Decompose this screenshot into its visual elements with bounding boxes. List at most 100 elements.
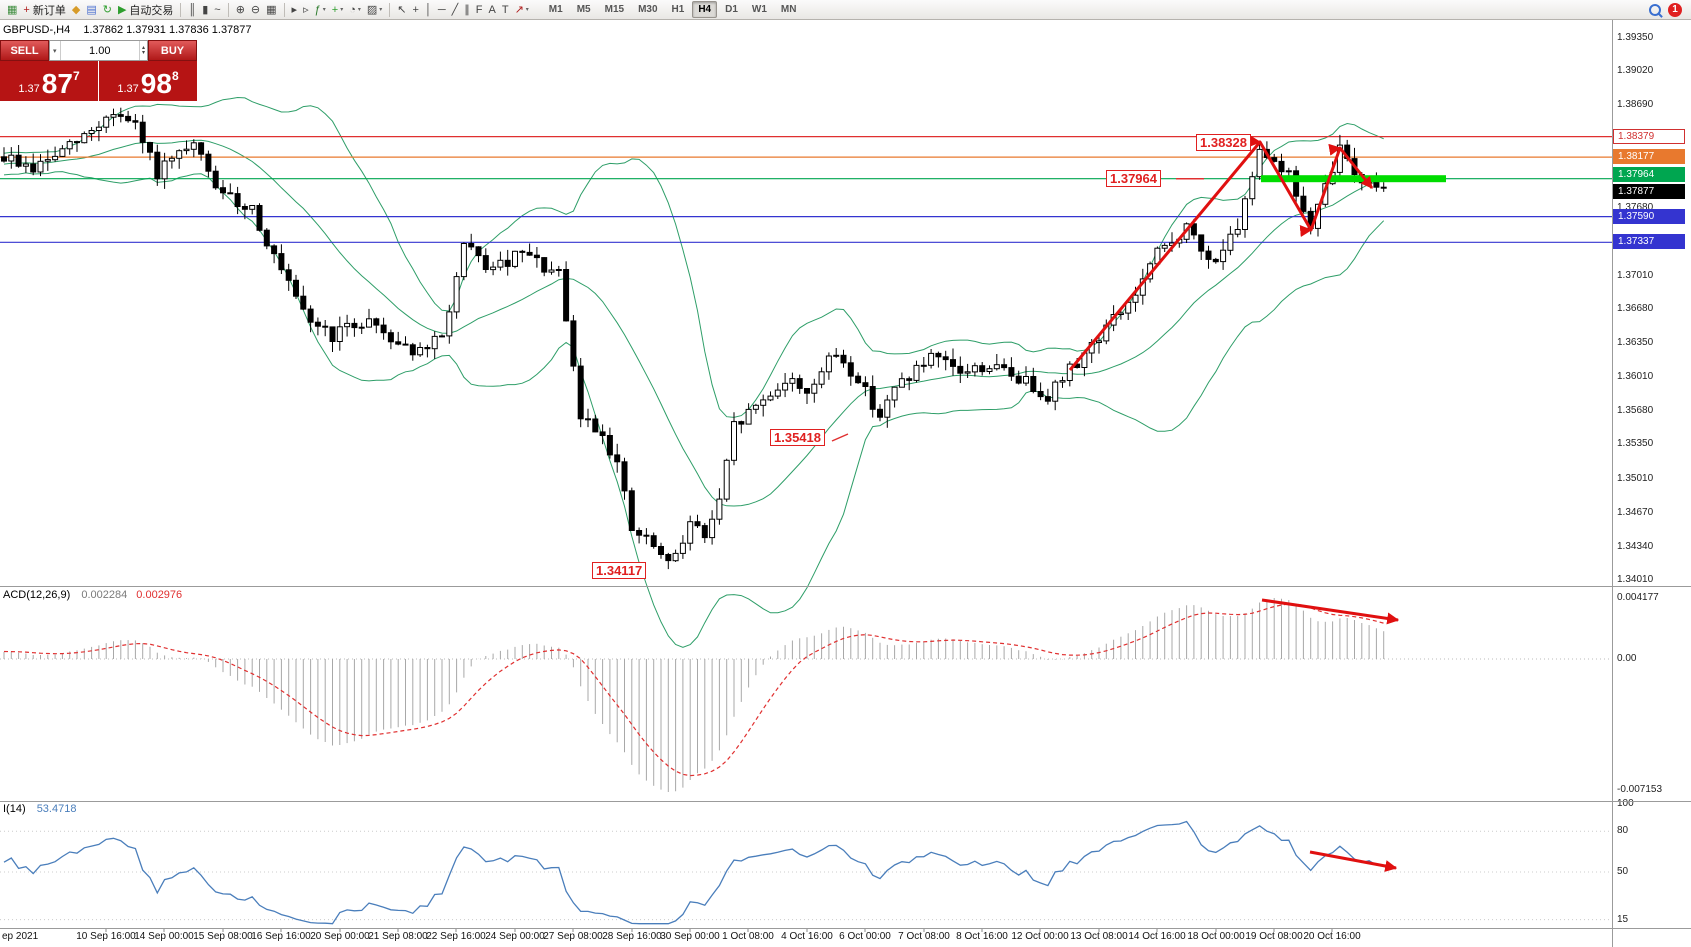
- vertical-line-icon: │: [424, 3, 432, 16]
- symbol-title: GBPUSD-,H4: [3, 24, 71, 36]
- timeframe-m15[interactable]: M15: [604, 4, 625, 15]
- time-axis-label: 20 Sep 00:00: [310, 931, 370, 942]
- text-icon: A: [488, 3, 496, 16]
- indicators-icon: ƒ: [314, 3, 321, 16]
- volume-stepper[interactable]: ▴ ▾: [138, 41, 147, 60]
- chevron-down-icon: ▾: [357, 7, 361, 13]
- sell-price-pip: 7: [72, 69, 80, 83]
- zoom-in-icon: ⊕: [235, 3, 245, 16]
- fibonacci-icon[interactable]: F: [473, 1, 486, 19]
- time-axis-label: 8 Oct 16:00: [956, 931, 1008, 942]
- breakdown-callout[interactable]: 1.35418: [770, 429, 825, 446]
- cursor-icon[interactable]: ↖: [394, 1, 409, 19]
- panel-separator[interactable]: [0, 586, 1691, 587]
- time-axis-label: 21 Sep 08:00: [368, 931, 428, 942]
- timeframe-m5[interactable]: M5: [576, 4, 591, 15]
- timeframe-mn[interactable]: MN: [780, 4, 797, 15]
- zoom-in-icon[interactable]: ⊕: [233, 1, 248, 19]
- chevron-down-icon: ▾: [525, 7, 529, 13]
- mql5-community-icon: ◆: [71, 3, 81, 16]
- zoom-out-icon[interactable]: ⊖: [248, 1, 263, 19]
- time-axis-label: 30 Sep 00:00: [660, 931, 720, 942]
- one-click-trading-panel: SELL ▾ 1.00 ▴ ▾ BUY 1.37 87 7 1.37 98 8: [0, 40, 197, 101]
- sell-button[interactable]: SELL: [0, 40, 49, 61]
- auto-scroll-icon[interactable]: ▸: [289, 1, 301, 19]
- swing-low-callout[interactable]: 1.34117: [592, 562, 647, 579]
- rsi-value: 53.4718: [36, 803, 77, 815]
- line-chart-icon[interactable]: ~: [211, 1, 223, 19]
- panel-separator[interactable]: [0, 801, 1691, 802]
- timeframe-h4[interactable]: H4: [692, 1, 718, 18]
- text-label-icon[interactable]: T: [499, 1, 512, 19]
- time-axis-label: 10 Sep 16:00: [76, 931, 136, 942]
- arrows-tool-icon[interactable]: ↗ ▾: [512, 1, 532, 19]
- new-order-button[interactable]: + 新订单: [20, 1, 68, 19]
- toolbar-right: 1: [1649, 2, 1687, 17]
- templates-icon: ▨: [366, 3, 378, 16]
- cursor-icon: ↖: [397, 3, 407, 16]
- buy-price-big: 98: [140, 68, 172, 99]
- mql5-community-icon[interactable]: ◆: [69, 1, 83, 19]
- channel-icon[interactable]: ∥: [461, 1, 473, 19]
- macd-axis-label: -0.007153: [1617, 784, 1663, 795]
- macd-axis-label: 0.00: [1617, 653, 1637, 664]
- macd-axis-label: 0.004177: [1617, 592, 1659, 603]
- auto-scroll-icon: ▸: [291, 3, 298, 16]
- price-axis-label: 1.35010: [1617, 473, 1654, 484]
- time-axis-label: ep 2021: [2, 931, 39, 942]
- trendline-icon[interactable]: ╱: [449, 1, 462, 19]
- toolbar: ▦ + 新订单 ◆ ▤ ↻ ▶ 自动交易 ║ ▮ ~ ⊕ ⊖ ▦ ▸ ▹ ƒ ▾ + ▾ ◔ ▾ ▨ ▾ ↖ + │ ─ ╱ ∥ F A T ↗ ▾…: [0, 0, 1691, 20]
- time-axis-label: 6 Oct 00:00: [839, 931, 891, 942]
- timeframe-m30[interactable]: M30: [638, 4, 658, 15]
- templates-icon[interactable]: ▨ ▾: [364, 1, 385, 19]
- add-indicator-icon: +: [331, 3, 339, 16]
- indicators-icon[interactable]: ƒ ▾: [312, 1, 329, 19]
- tile-windows-icon[interactable]: ▦: [263, 1, 279, 19]
- time-axis-label: 18 Oct 00:00: [1187, 931, 1245, 942]
- buy-price-box[interactable]: 1.37 98 8: [99, 61, 197, 101]
- swing-high-callout[interactable]: 1.38328: [1196, 134, 1251, 151]
- bar-chart-icon[interactable]: ║: [185, 1, 199, 19]
- timeframe-d1[interactable]: D1: [725, 4, 738, 15]
- search-icon[interactable]: [1649, 3, 1661, 16]
- volume-value[interactable]: 1.00: [89, 44, 111, 57]
- time-axis-label: 20 Oct 16:00: [1303, 931, 1361, 942]
- notification-badge[interactable]: 1: [1668, 2, 1682, 17]
- vertical-line-icon[interactable]: │: [422, 1, 435, 19]
- time-axis-label: 7 Oct 08:00: [898, 931, 950, 942]
- price-axis-label: 1.35350: [1617, 438, 1654, 449]
- refresh-icon[interactable]: ↻: [100, 1, 115, 19]
- volume-field[interactable]: ▾ 1.00 ▴ ▾: [49, 40, 148, 61]
- bar-chart-icon: ║: [188, 3, 197, 16]
- auto-trading-button[interactable]: ▶ 自动交易: [115, 1, 176, 19]
- price-axis-label: 1.38690: [1617, 99, 1654, 110]
- tile-windows-icon: ▦: [266, 3, 277, 16]
- timeframe-group: M1 M5 M15 M30 H1 H4 D1 W1 MN: [542, 1, 804, 18]
- timeframe-h1[interactable]: H1: [671, 4, 685, 15]
- timeframe-w1[interactable]: W1: [751, 4, 767, 15]
- sell-price-box[interactable]: 1.37 87 7: [0, 61, 98, 101]
- chevron-down-icon: ▾: [340, 7, 344, 13]
- sell-price-prefix: 1.37: [18, 83, 40, 95]
- price-tag: 1.37590: [1613, 209, 1685, 224]
- buy-button[interactable]: BUY: [148, 40, 197, 61]
- new-chart-icon: ▦: [7, 3, 18, 16]
- candlestick-chart-icon[interactable]: ▮: [199, 1, 211, 19]
- time-axis-label: 4 Oct 16:00: [781, 931, 833, 942]
- text-icon[interactable]: A: [485, 1, 498, 19]
- horizontal-line-icon[interactable]: ─: [435, 1, 449, 19]
- price-axis-label: 1.35680: [1617, 405, 1654, 416]
- time-axis-label: 28 Sep 16:00: [602, 931, 662, 942]
- market-watch-icon[interactable]: ▤: [83, 1, 99, 19]
- chart-shift-icon[interactable]: ▹: [300, 1, 312, 19]
- periods-icon[interactable]: ◔ ▾: [346, 1, 364, 19]
- new-chart-icon[interactable]: ▦: [4, 1, 20, 19]
- symbol-info: GBPUSD-,H4 1.37862 1.37931 1.37836 1.378…: [3, 24, 252, 36]
- volume-dropdown-icon[interactable]: ▾: [50, 41, 61, 60]
- add-indicator-icon[interactable]: + ▾: [329, 1, 346, 19]
- toolbar-separator: [227, 2, 229, 17]
- crosshair-icon[interactable]: +: [410, 1, 422, 19]
- timeframe-m1[interactable]: M1: [548, 4, 563, 15]
- level-callout[interactable]: 1.37964: [1106, 170, 1161, 187]
